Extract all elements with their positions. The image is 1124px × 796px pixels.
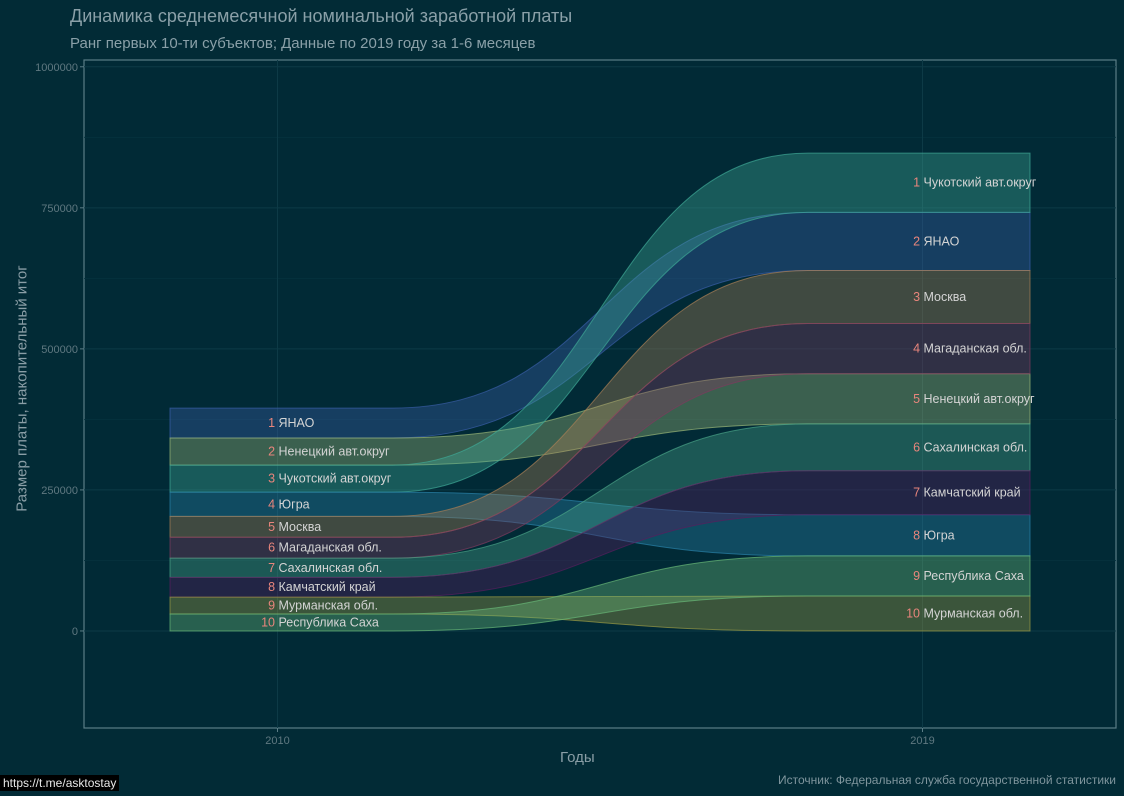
region-name: Ненецкий авт.округ [924,392,1036,406]
area-band [169,322,1031,559]
band-label: 7 Камчатский край [913,486,1021,500]
rank-number: 9 [913,569,923,583]
x-tick-label: 2019 [910,735,934,747]
region-name: Магаданская обл. [279,541,382,555]
rank-number: 7 [268,561,278,575]
region-name: Республика Саха [279,615,379,629]
rank-number: 1 [268,416,278,430]
region-name: Камчатский край [924,486,1021,500]
region-name: Москва [924,290,967,304]
area-band [169,555,1031,632]
region-name: Магаданская обл. [924,342,1027,356]
region-name: Чукотский авт.округ [279,472,392,486]
band-label: 10 Мурманская обл. [906,606,1023,620]
rank-number: 2 [268,445,278,459]
rank-number: 8 [913,528,923,542]
band-label: 1 ЯНАО [268,416,315,430]
y-axis-label: Размер платы, накопительный итог [13,265,31,512]
band-label: 6 Сахалинская обл. [913,440,1027,454]
region-name: Мурманская обл. [924,606,1024,620]
band-label: 4 Магаданская обл. [913,342,1027,356]
y-tick-label: 750000 [41,203,78,215]
rank-number: 1 [913,176,923,190]
region-name: Ненецкий авт.округ [279,445,391,459]
chart-subtitle: Ранг первых 10-ти субъектов; Данные по 2… [70,35,536,52]
rank-number: 3 [268,472,278,486]
band-label: 5 Ненецкий авт.округ [913,392,1035,406]
band-label: 5 Москва [268,520,321,534]
rank-number: 8 [268,580,278,594]
rank-number: 5 [268,520,278,534]
rank-number: 5 [913,392,923,406]
region-name: Югра [279,497,310,511]
y-tick-label: 250000 [41,485,78,497]
rank-number: 7 [913,486,923,500]
band-label: 7 Сахалинская обл. [268,561,382,575]
rank-number: 6 [268,541,278,555]
rank-number: 3 [913,290,923,304]
y-tick-label: 500000 [41,344,78,356]
rank-number: 4 [913,342,923,356]
band-label: 9 Республика Саха [913,569,1024,583]
x-axis-label: Годы [560,749,595,766]
rank-number: 9 [268,599,278,613]
region-name: Чукотский авт.округ [924,176,1037,190]
source-caption: Источник: Федеральная служба государстве… [778,773,1116,787]
band-label: 8 Камчатский край [268,580,376,594]
band-label: 2 ЯНАО [913,234,960,248]
region-name: Камчатский край [279,580,376,594]
band-label: 2 Ненецкий авт.округ [268,445,390,459]
region-name: ЯНАО [924,234,960,248]
area-band [169,470,1031,598]
band-label: 6 Магаданская обл. [268,541,382,555]
region-name: Мурманская обл. [279,599,379,613]
rank-number: 4 [268,497,278,511]
region-name: Москва [279,520,322,534]
region-name: ЯНАО [279,416,315,430]
rank-number: 10 [261,615,278,629]
y-tick-label: 1000000 [35,62,78,74]
band-label: 3 Москва [913,290,966,304]
band-label: 8 Югра [913,528,955,542]
rank-number: 6 [913,440,923,454]
band-label: 1 Чукотский авт.округ [913,176,1037,190]
band-label: 4 Югра [268,497,310,511]
area-band [169,152,1031,493]
region-name: Сахалинская обл. [279,561,383,575]
y-tick-label: 0 [72,626,78,638]
chart-title: Динамика среднемесячной номинальной зара… [70,6,573,26]
region-name: Сахалинская обл. [924,440,1028,454]
rank-number: 10 [906,606,923,620]
rank-number: 2 [913,234,923,248]
x-tick-label: 2010 [265,735,289,747]
region-name: Югра [924,528,955,542]
watermark-link[interactable]: https://t.me/asktostay [0,775,120,791]
band-label: 9 Мурманская обл. [268,599,378,613]
band-label: 3 Чукотский авт.округ [268,472,392,486]
band-label: 10 Республика Саха [261,615,379,629]
region-name: Республика Саха [924,569,1024,583]
